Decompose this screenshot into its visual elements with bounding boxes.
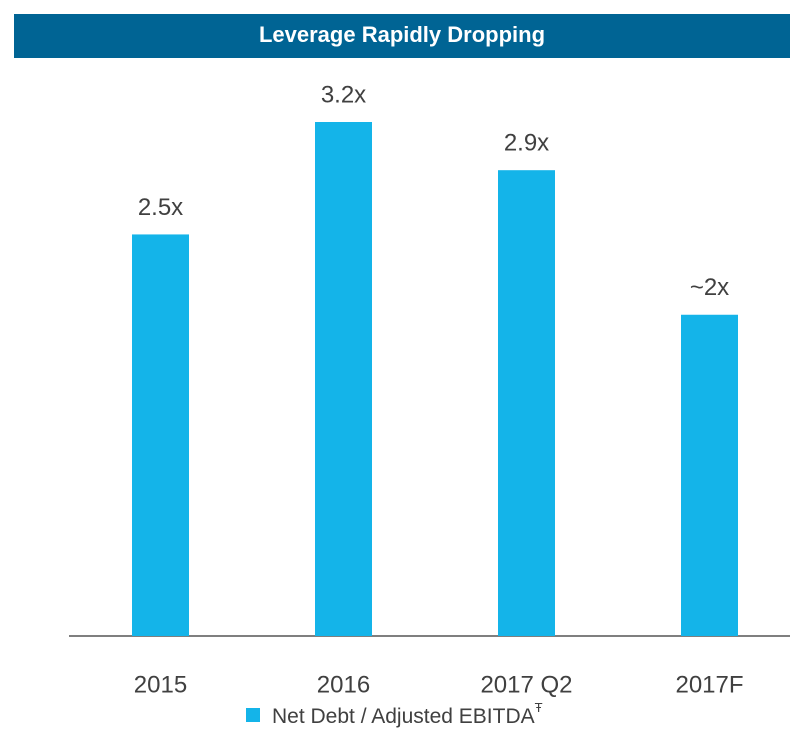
title-bar <box>14 14 790 58</box>
legend: Net Debt / Adjusted EBITDAŦ <box>246 700 543 728</box>
data-label: 3.2x <box>321 81 366 108</box>
x-tick-label: 2016 <box>317 671 370 698</box>
bar <box>681 314 738 636</box>
legend-text: Net Debt / Adjusted EBITDA <box>272 705 535 728</box>
x-tick-label: 2017F <box>675 671 743 698</box>
bar <box>315 122 372 636</box>
data-label: 2.9x <box>504 130 549 157</box>
x-tick-label: 2017 Q2 <box>480 671 572 698</box>
data-label: 2.5x <box>138 194 183 221</box>
bar <box>498 170 555 636</box>
legend-footnote: Ŧ <box>535 700 543 715</box>
bar <box>132 234 189 636</box>
legend-swatch <box>246 708 260 722</box>
chart-title: Leverage Rapidly Dropping <box>259 22 545 47</box>
data-label: ~2x <box>690 274 729 301</box>
x-tick-label: 2015 <box>134 671 187 698</box>
legend-label: Net Debt / Adjusted EBITDAŦ <box>272 700 543 727</box>
